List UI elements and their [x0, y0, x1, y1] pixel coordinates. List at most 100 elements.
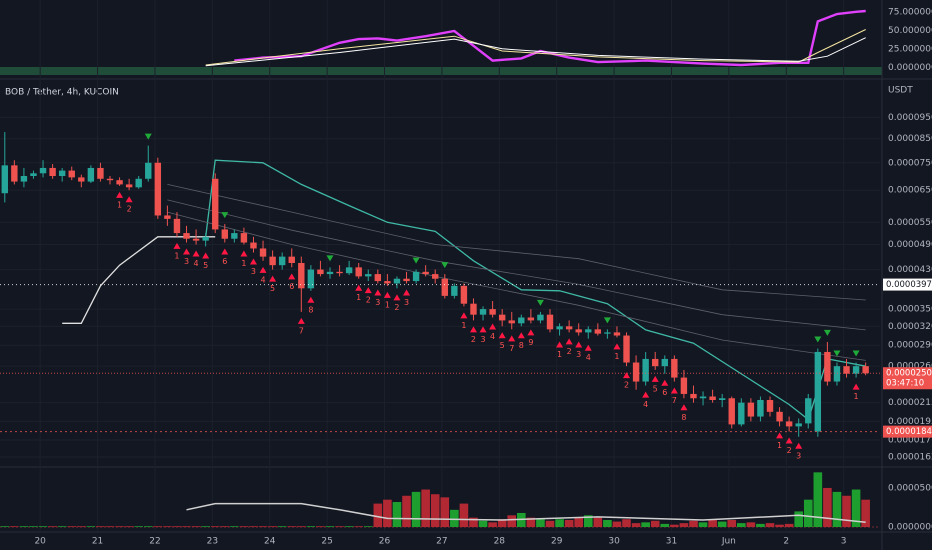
signal-count: 1: [241, 259, 246, 268]
volume-bar: [842, 495, 851, 528]
signal-count: 7: [299, 326, 304, 335]
buy-signal: [623, 372, 631, 379]
candle-body: [1, 165, 8, 194]
candle-body: [738, 402, 745, 425]
signal-count: 1: [854, 392, 859, 401]
candle-body: [527, 317, 535, 321]
buy-signal: [173, 242, 181, 249]
candle-body: [518, 317, 525, 324]
volume-bar: [536, 519, 545, 528]
volume-bar: [383, 499, 392, 528]
candle-body: [403, 278, 410, 282]
signal-count: 4: [586, 353, 591, 362]
sell-signal: [833, 350, 841, 357]
signal-count: 8: [519, 341, 524, 350]
buy-signal: [355, 284, 363, 291]
volume-bar: [746, 522, 756, 528]
volume-bar: [19, 526, 29, 528]
oscillator-band: [0, 67, 882, 75]
signal-count: 3: [251, 267, 256, 276]
indicator-line: [205, 29, 866, 66]
buy-signal: [240, 250, 248, 257]
candle-body: [336, 271, 343, 274]
volume-bar: [727, 520, 737, 528]
signal-count: 3: [375, 298, 380, 307]
buy-signal: [613, 343, 621, 350]
x-tick-label: 25: [321, 537, 332, 547]
buy-signal: [192, 250, 200, 257]
buy-signal: [249, 258, 257, 265]
volume-bar: [488, 522, 497, 528]
signal-count: 1: [385, 300, 390, 309]
candle-body: [240, 233, 248, 243]
volume-bar: [775, 524, 784, 528]
candle-body: [508, 320, 515, 324]
signal-count: 4: [260, 275, 265, 284]
volume-bar: [105, 526, 115, 528]
candle-body: [30, 173, 37, 177]
buy-signal: [489, 323, 497, 330]
signal-count: 3: [184, 257, 189, 266]
buy-signal: [460, 312, 468, 319]
volume-bar: [660, 523, 670, 528]
x-tick-label: 3: [841, 537, 847, 547]
x-tick-label: 21: [92, 537, 103, 547]
y-tick-label: 0.00003200: [888, 322, 932, 332]
buy-signal: [642, 391, 650, 398]
volume-bar: [564, 520, 574, 528]
buy-signal: [202, 252, 210, 259]
buy-signal: [795, 442, 803, 449]
volume-bar: [134, 526, 143, 528]
candle-body: [345, 267, 353, 274]
candle-body: [728, 398, 735, 425]
candle-body: [862, 366, 869, 374]
volume-bar: [297, 526, 306, 528]
volume-bar: [239, 526, 249, 528]
candle-body: [422, 271, 429, 275]
candle-body: [20, 176, 28, 182]
candle-body: [202, 236, 209, 241]
candle-body: [412, 271, 420, 282]
y-tick-label: 0.00008500: [888, 134, 932, 144]
volume-bar: [737, 523, 746, 528]
volume-bar: [603, 520, 612, 528]
volume-bar: [622, 519, 631, 528]
volume-bar: [813, 472, 823, 528]
buy-signal: [479, 326, 487, 333]
y-tick-label: 0.00005000: [888, 483, 932, 493]
x-tick-label: 22: [149, 537, 160, 547]
signal-count: 3: [480, 335, 485, 344]
volume-bar: [77, 526, 86, 528]
signal-count: 9: [528, 338, 533, 347]
volume-bar: [650, 520, 660, 528]
volume-bar: [440, 497, 450, 528]
candle-body: [317, 269, 324, 275]
signal-count: 5: [203, 261, 208, 270]
signal-count: 2: [366, 296, 371, 305]
buy-signal: [297, 317, 305, 324]
volume-bar: [832, 491, 842, 528]
buy-signal: [364, 287, 372, 294]
indicator-line: [205, 159, 866, 421]
candle-body: [795, 423, 802, 427]
volume-bar: [124, 526, 134, 528]
x-tick-label: 31: [666, 537, 677, 547]
volume-bar: [670, 524, 679, 528]
buy-signal: [393, 294, 401, 301]
indicator-line: [167, 211, 866, 361]
y-tick-label: 0.00004900: [888, 240, 932, 250]
signal-count: 8: [308, 305, 313, 314]
candle-body: [652, 358, 659, 367]
x-tick-label: 29: [551, 537, 563, 547]
volume-bar: [421, 489, 430, 528]
volume-bar: [96, 526, 105, 528]
candle-body: [824, 351, 831, 382]
candle-body: [843, 366, 850, 374]
volume-bar: [469, 517, 478, 528]
volume-bar: [277, 526, 287, 528]
candle-body: [690, 393, 697, 399]
volume-bar: [220, 526, 230, 528]
candle-body: [747, 402, 755, 417]
candle-body: [11, 165, 18, 182]
buy-signal: [508, 335, 516, 342]
